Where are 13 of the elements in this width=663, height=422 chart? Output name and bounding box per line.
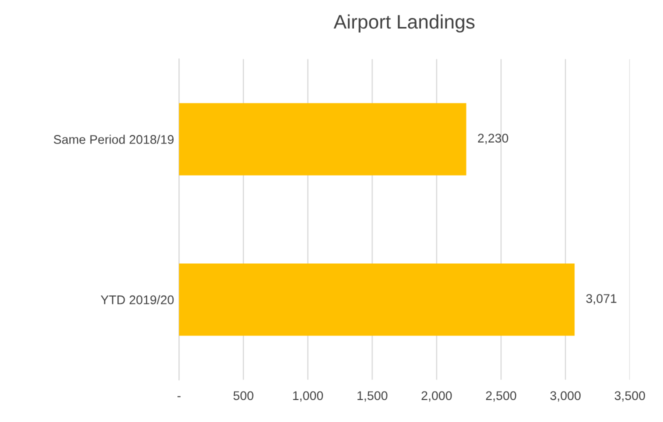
y-tick-label: Same Period 2018/19 [54,134,174,144]
x-tick-label: 2,000 [422,391,452,402]
data-label: 2,230 [478,134,508,144]
x-tick-label: 1,000 [293,391,323,402]
y-tick-label: YTD 2019/20 [100,295,174,304]
x-tick-label: 2,500 [486,391,516,402]
x-tick-label: 3,000 [550,391,581,402]
x-tick-label: - [177,396,181,398]
data-label: 3,071 [586,294,616,304]
x-tick-label: 1,500 [358,391,388,402]
x-tick-label: 3,500 [614,391,646,402]
chart-title: Airport Landings [334,14,475,33]
x-tick-label: 500 [233,391,254,400]
